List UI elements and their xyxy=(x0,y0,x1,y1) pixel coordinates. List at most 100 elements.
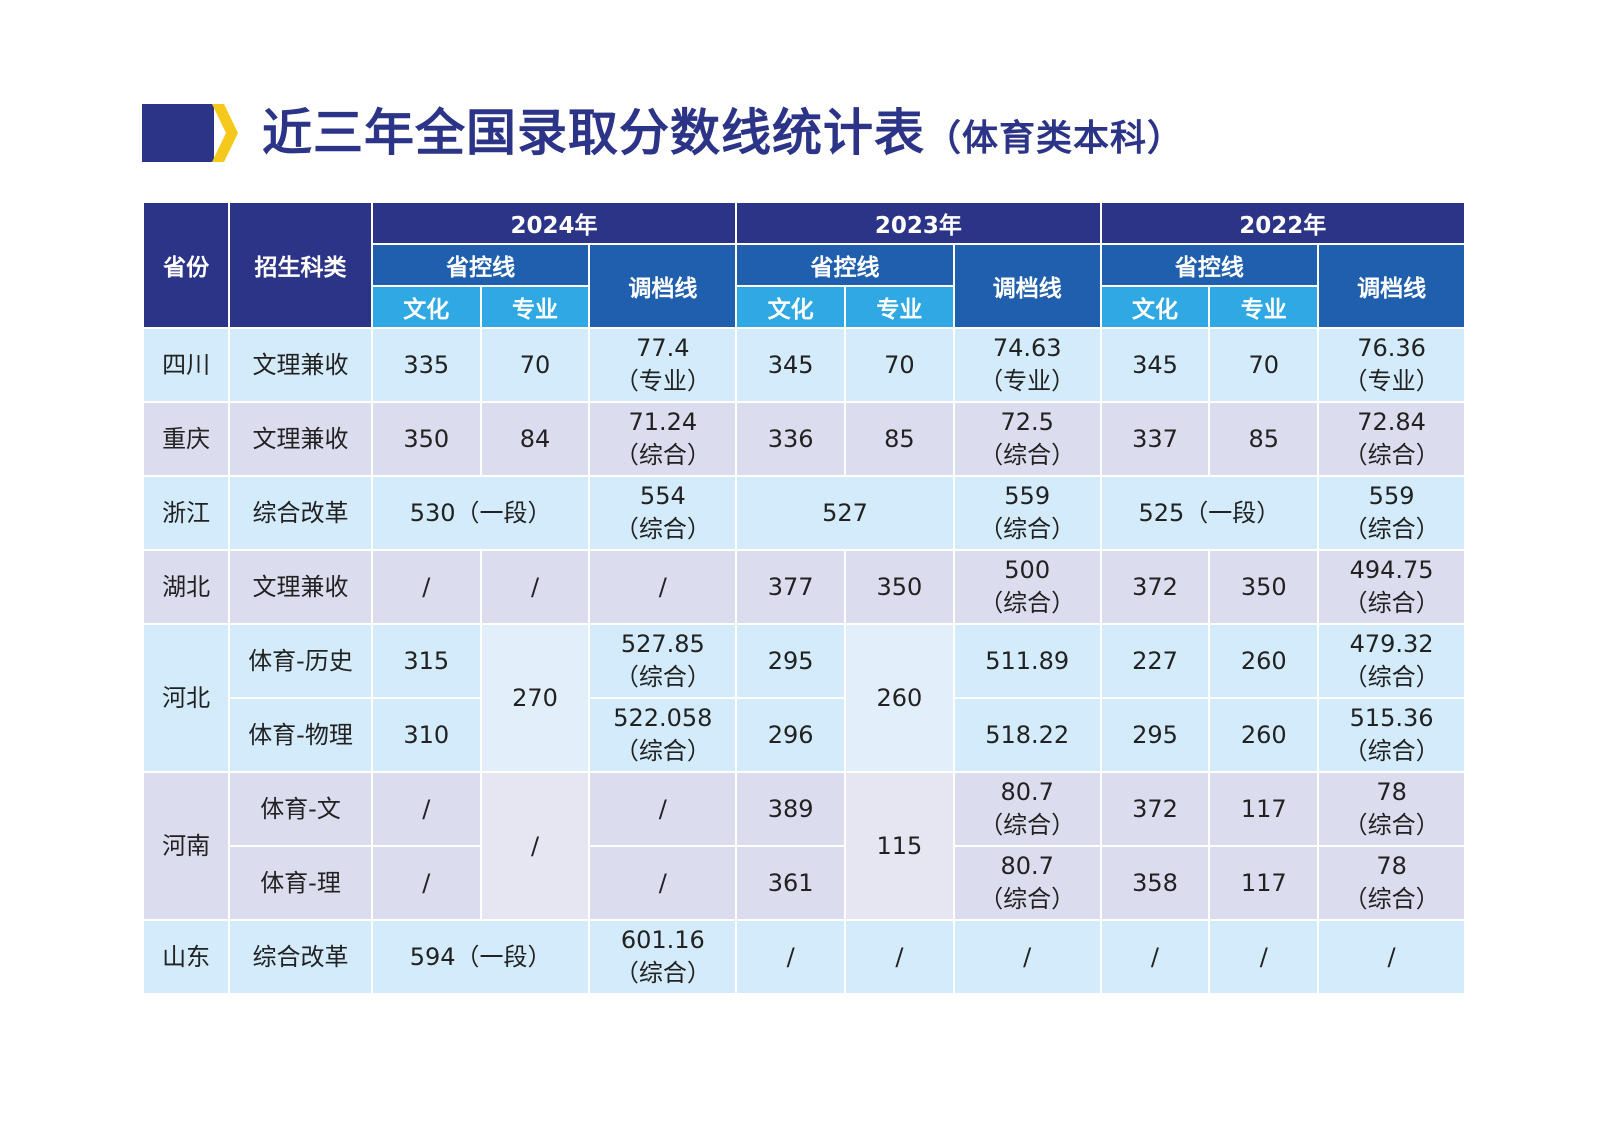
cell-major-2023: 260 xyxy=(844,623,955,773)
cell-category: 体育-文 xyxy=(228,771,373,847)
cell-filing-2024: 527.85 （综合） xyxy=(588,623,738,699)
cell-culture-2024: 315 xyxy=(370,623,482,699)
cell-culture-2023: 345 xyxy=(735,327,847,403)
cell-major-2023: 85 xyxy=(844,401,955,477)
cell-filing-2022: 494.75 （综合） xyxy=(1317,549,1466,625)
cell-filing-2023: 74.63 （专业） xyxy=(952,327,1102,403)
cell-major-2022: 260 xyxy=(1208,697,1320,773)
cell-filing-2024: 554 （综合） xyxy=(588,475,738,551)
cell-control-2024: 594（一段） xyxy=(370,919,591,995)
cell-major-2022: 117 xyxy=(1208,845,1320,921)
table-row-hubei: 湖北 文理兼收 / / / 377 350 500 （综合） 372 350 49… xyxy=(141,549,1466,625)
cell-filing-2022: 76.36 （专业） xyxy=(1317,327,1466,403)
cell-province: 重庆 xyxy=(141,401,231,477)
header-major-2023: 专业 xyxy=(844,285,955,329)
header-filing-line-2022: 调档线 xyxy=(1317,243,1466,329)
cell-category: 文理兼收 xyxy=(228,327,373,403)
cell-major-2022: 260 xyxy=(1208,623,1320,699)
cell-province: 河南 xyxy=(141,771,231,921)
cell-major-2023: 115 xyxy=(844,771,955,921)
header-row-lines: 省控线 调档线 省控线 调档线 省控线 调档线 xyxy=(143,243,1466,329)
cell-culture-2022: 345 xyxy=(1099,327,1211,403)
cell-culture-2023: 295 xyxy=(735,623,847,699)
cell-filing-2023: 518.22 xyxy=(952,697,1102,773)
header-year-2023: 2023年 xyxy=(735,201,1102,245)
cell-filing-2024: 601.16 （综合） xyxy=(588,919,738,995)
cell-culture-2022: 372 xyxy=(1099,771,1211,847)
cell-culture-2023: 336 xyxy=(735,401,847,477)
cell-filing-2024: / xyxy=(588,771,738,847)
cell-filing-2022: / xyxy=(1317,919,1466,995)
table-row-chongqing: 重庆 文理兼收 350 84 71.24 （综合） 336 85 72.5 （综合）… xyxy=(141,401,1466,477)
cell-culture-2022: 295 xyxy=(1099,697,1211,773)
table-row-hebei-physics: 体育-物理 310 522.058 （综合） 296 518.22 295 260… xyxy=(143,697,1466,773)
cell-major-2024: 84 xyxy=(479,401,591,477)
page-title: 近三年全国录取分数线统计表（体育类本科） xyxy=(262,104,1184,162)
header-major-2024: 专业 xyxy=(479,285,591,329)
title-block: 近三年全国录取分数线统计表（体育类本科） xyxy=(142,104,1462,162)
cell-culture-2024: / xyxy=(370,771,482,847)
cell-major-2022: 117 xyxy=(1208,771,1320,847)
cell-filing-2023: / xyxy=(952,919,1102,995)
cell-control-2024: 530（一段） xyxy=(370,475,591,551)
cell-filing-2023: 511.89 xyxy=(952,623,1102,699)
cell-filing-2023: 72.5 （综合） xyxy=(952,401,1102,477)
header-province: 省份 xyxy=(141,201,231,329)
cell-province: 浙江 xyxy=(141,475,231,551)
cell-category: 体育-物理 xyxy=(228,697,373,773)
header-category: 招生科类 xyxy=(228,201,373,329)
table-row-hebei-history: 河北 体育-历史 315 270 527.85 （综合） 295 260 511.… xyxy=(141,623,1466,773)
cell-category: 文理兼收 xyxy=(228,549,373,625)
header-row-years: 省份 招生科类 2024年 2023年 2022年 xyxy=(141,201,1467,329)
cell-major-2023: 70 xyxy=(844,327,955,403)
cell-category: 体育-理 xyxy=(228,845,373,921)
header-culture-2023: 文化 xyxy=(735,285,847,329)
header-filing-line-2024: 调档线 xyxy=(588,243,738,329)
header-control-line-2024: 省控线 xyxy=(370,243,591,287)
cell-culture-2022: 337 xyxy=(1099,401,1211,477)
cell-culture-2022: 227 xyxy=(1099,623,1211,699)
cell-filing-2024: / xyxy=(588,549,738,625)
score-table: 省份 招生科类 2024年 2023年 2022年 省控线 调档线 省控线 调档… xyxy=(141,201,1467,995)
cell-control-2023: 527 xyxy=(735,475,955,551)
cell-culture-2024: 335 xyxy=(370,327,482,403)
cell-category: 综合改革 xyxy=(228,919,373,995)
header-filing-line-2023: 调档线 xyxy=(952,243,1102,329)
cell-filing-2022: 515.36 （综合） xyxy=(1317,697,1466,773)
cell-culture-2023: 389 xyxy=(735,771,847,847)
cell-culture-2023: 361 xyxy=(735,845,847,921)
cell-culture-2022: 372 xyxy=(1099,549,1211,625)
cell-culture-2024: / xyxy=(370,549,482,625)
title-main: 近三年全国录取分数线统计表 xyxy=(262,104,925,162)
cell-filing-2024: 71.24 （综合） xyxy=(588,401,738,477)
header-major-2022: 专业 xyxy=(1208,285,1320,329)
cell-culture-2024: 310 xyxy=(370,697,482,773)
cell-major-2024: / xyxy=(479,771,591,921)
cell-control-2022: 525（一段） xyxy=(1099,475,1320,551)
cell-major-2022: 85 xyxy=(1208,401,1320,477)
cell-major-2022: 70 xyxy=(1208,327,1320,403)
header-culture-2022: 文化 xyxy=(1099,285,1211,329)
cell-major-2022: / xyxy=(1208,919,1320,995)
table-row-zhejiang: 浙江 综合改革 530（一段） 554 （综合） 527 559 （综合） 525（… xyxy=(141,475,1466,551)
cell-culture-2023: / xyxy=(735,919,847,995)
cell-province: 四川 xyxy=(141,327,231,403)
cell-major-2024: 70 xyxy=(479,327,591,403)
header-year-2022: 2022年 xyxy=(1099,201,1467,245)
cell-culture-2024: 350 xyxy=(370,401,482,477)
table-row-shandong: 山东 综合改革 594（一段） 601.16 （综合） / / / / / / xyxy=(141,919,1466,995)
header-year-2024: 2024年 xyxy=(370,201,738,245)
cell-major-2024: / xyxy=(479,549,591,625)
header-control-line-2022: 省控线 xyxy=(1099,243,1320,287)
cell-culture-2023: 296 xyxy=(735,697,847,773)
cell-filing-2023: 80.7 （综合） xyxy=(952,771,1102,847)
cell-major-2022: 350 xyxy=(1208,549,1320,625)
cell-filing-2024: 522.058 （综合） xyxy=(588,697,738,773)
cell-major-2023: 350 xyxy=(844,549,955,625)
title-subtitle: （体育类本科） xyxy=(925,118,1185,159)
cell-filing-2023: 80.7 （综合） xyxy=(952,845,1102,921)
cell-culture-2024: / xyxy=(370,845,482,921)
cell-filing-2022: 78 （综合） xyxy=(1317,771,1466,847)
header-culture-2024: 文化 xyxy=(370,285,482,329)
cell-category: 体育-历史 xyxy=(228,623,373,699)
